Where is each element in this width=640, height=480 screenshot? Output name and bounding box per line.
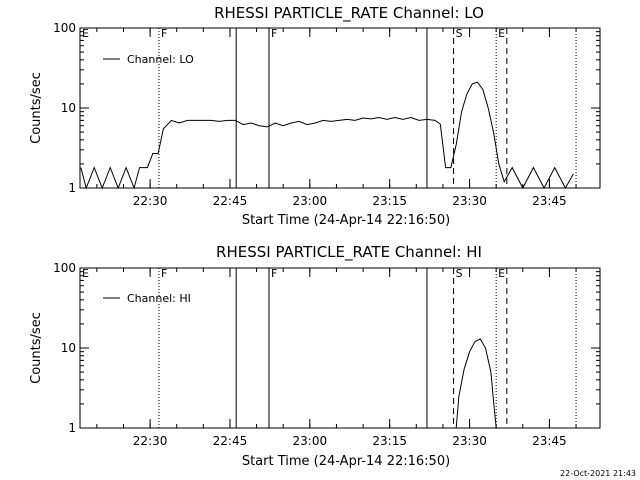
y-tick-label: 10 (61, 341, 76, 355)
event-marker-label: E (82, 27, 89, 40)
y-axis-label: Counts/sec (29, 312, 44, 384)
x-tick-label: 23:00 (293, 194, 328, 208)
panel-hi: RHESSI PARTICLE_RATE Channel: HI Counts/… (29, 243, 601, 469)
plot-area: 1 10 100 22:30 22:45 23:00 23:15 23:30 23:45 E F F S… (53, 21, 601, 208)
legend: Channel: LO (103, 53, 194, 66)
x-tick-label: 23:30 (452, 194, 487, 208)
x-tick-label: 23:45 (532, 434, 567, 448)
event-marker-label: F (271, 267, 277, 280)
event-marker-label: E (498, 267, 505, 280)
event-marker-label: S (456, 267, 463, 280)
event-marker-label: F (161, 27, 167, 40)
legend-label: Channel: LO (127, 53, 194, 66)
timestamp: 22-Oct-2021 21:43 (560, 469, 636, 478)
y-tick-label: 1 (68, 421, 76, 435)
y-tick-label: 100 (53, 21, 76, 35)
event-marker-label: F (161, 267, 167, 280)
x-tick-label: 23:15 (372, 434, 407, 448)
x-axis-label: Start Time (24-Apr-14 22:16:50) (242, 213, 450, 228)
x-tick-label: 22:45 (213, 194, 248, 208)
x-tick-label: 22:30 (133, 434, 168, 448)
y-tick-label: 1 (68, 181, 76, 195)
legend-label: Channel: HI (127, 292, 191, 305)
series-line (80, 81, 574, 190)
chart-title: RHESSI PARTICLE_RATE Channel: LO (214, 4, 484, 23)
x-tick-label: 22:30 (133, 194, 168, 208)
y-tick-label: 10 (61, 101, 76, 115)
event-marker-label: S (456, 27, 463, 40)
panel-lo: RHESSI PARTICLE_RATE Channel: LO Counts/… (29, 4, 601, 228)
legend: Channel: HI (103, 292, 191, 305)
y-axis-label: Counts/sec (29, 72, 44, 144)
chart-title: RHESSI PARTICLE_RATE Channel: HI (216, 243, 482, 262)
event-marker-label: F (271, 27, 277, 40)
y-tick-label: 100 (53, 261, 76, 275)
x-tick-label: 23:15 (372, 194, 407, 208)
x-tick-label: 23:45 (532, 194, 567, 208)
event-marker-label: E (498, 27, 505, 40)
plot-area: 1 10 100 22:30 22:45 23:00 23:15 23:30 23:45 E F F S… (53, 261, 601, 448)
x-tick-label: 22:45 (213, 434, 248, 448)
x-tick-label: 23:30 (452, 434, 487, 448)
x-axis-label: Start Time (24-Apr-14 22:16:50) (242, 454, 450, 469)
x-tick-label: 23:00 (293, 434, 328, 448)
series-line (455, 338, 497, 429)
event-marker-label: E (82, 267, 89, 280)
plot-frame (79, 27, 601, 189)
